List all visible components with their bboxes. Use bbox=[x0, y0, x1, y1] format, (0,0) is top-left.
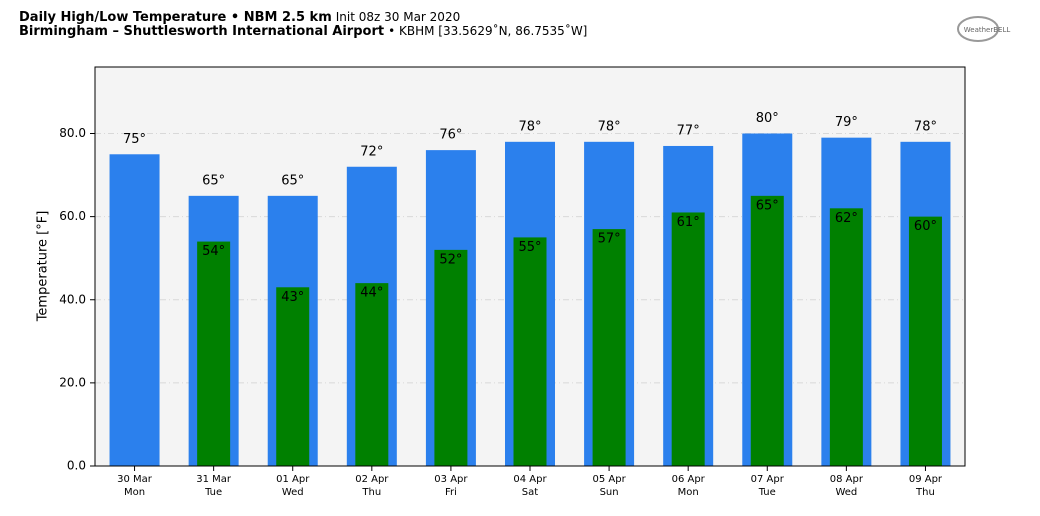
x-tick-label: 09 Apr bbox=[909, 474, 943, 485]
x-tick-label: 05 Apr bbox=[592, 474, 626, 485]
value-label: 52° bbox=[439, 252, 462, 267]
x-tick-label: 08 Apr bbox=[830, 474, 864, 485]
y-tick-label: 80.0 bbox=[59, 126, 86, 140]
y-tick-label: 20.0 bbox=[59, 375, 86, 389]
x-tick-weekday: Tue bbox=[204, 487, 222, 498]
value-label: 79° bbox=[835, 115, 858, 130]
x-tick-weekday: Thu bbox=[915, 487, 935, 498]
x-tick-label: 30 Mar bbox=[117, 474, 153, 485]
chart-heading: Daily High/Low Temperature • NBM 2.5 km I… bbox=[19, 10, 460, 25]
x-tick-weekday: Wed bbox=[835, 487, 857, 498]
value-label: 80° bbox=[756, 111, 779, 126]
x-tick-weekday: Mon bbox=[678, 487, 699, 498]
value-label: 75° bbox=[123, 132, 146, 147]
x-tick-weekday: Tue bbox=[758, 487, 776, 498]
x-tick-weekday: Thu bbox=[361, 487, 381, 498]
x-tick-weekday: Sat bbox=[522, 487, 538, 498]
value-label: 60° bbox=[914, 219, 937, 234]
bar bbox=[592, 229, 626, 466]
logo-swirl bbox=[957, 16, 999, 42]
bar bbox=[750, 195, 784, 466]
value-label: 65° bbox=[756, 198, 779, 213]
x-tick-label: 31 Mar bbox=[196, 474, 232, 485]
chart-location-line: Birmingham – Shuttlesworth International… bbox=[19, 23, 587, 39]
value-label: 57° bbox=[598, 232, 621, 247]
y-tick-label: 0.0 bbox=[67, 459, 86, 473]
location: Birmingham – Shuttlesworth International… bbox=[19, 24, 384, 39]
value-label: 78° bbox=[598, 119, 621, 134]
bar bbox=[109, 154, 160, 466]
value-label: 44° bbox=[360, 286, 383, 301]
x-tick-weekday: Fri bbox=[445, 487, 457, 498]
value-label: 76° bbox=[439, 128, 462, 143]
x-tick-label: 07 Apr bbox=[751, 474, 785, 485]
x-tick-label: 06 Apr bbox=[672, 474, 706, 485]
y-axis-label: Temperature [°F] bbox=[36, 211, 51, 323]
value-label: 78° bbox=[518, 119, 541, 134]
value-label: 43° bbox=[281, 290, 304, 305]
chart-subtitle: Init 08z 30 Mar 2020 bbox=[336, 10, 460, 24]
bar bbox=[908, 216, 942, 466]
value-label: 77° bbox=[677, 123, 700, 138]
y-tick-label: 60.0 bbox=[59, 209, 86, 223]
plot bbox=[95, 133, 965, 467]
x-tick-label: 03 Apr bbox=[434, 474, 468, 485]
value-label: 65° bbox=[281, 173, 304, 188]
x-tick-label: 04 Apr bbox=[513, 474, 547, 485]
bar bbox=[513, 237, 547, 466]
value-label: 61° bbox=[677, 215, 700, 230]
chart-title: Daily High/Low Temperature • NBM 2.5 km bbox=[19, 10, 332, 25]
y-tick-label: 40.0 bbox=[59, 292, 86, 306]
station: • KBHM [33.5629˚N, 86.7535˚W] bbox=[388, 23, 587, 38]
value-label: 78° bbox=[914, 119, 937, 134]
x-tick-weekday: Mon bbox=[124, 487, 145, 498]
value-label: 65° bbox=[202, 173, 225, 188]
bar bbox=[829, 208, 863, 466]
bar bbox=[355, 283, 389, 466]
bar bbox=[434, 249, 468, 466]
x-tick-label: 02 Apr bbox=[355, 474, 389, 485]
bar bbox=[197, 241, 231, 466]
logo: WeatherBELL bbox=[964, 26, 1011, 34]
x-tick-weekday: Wed bbox=[282, 487, 304, 498]
x-tick-weekday: Sun bbox=[600, 487, 619, 498]
bar bbox=[276, 287, 310, 466]
value-label: 54° bbox=[202, 244, 225, 259]
value-label: 62° bbox=[835, 211, 858, 226]
bar bbox=[671, 212, 705, 466]
x-tick-label: 01 Apr bbox=[276, 474, 310, 485]
value-label: 72° bbox=[360, 144, 383, 159]
value-label: 55° bbox=[518, 240, 541, 255]
